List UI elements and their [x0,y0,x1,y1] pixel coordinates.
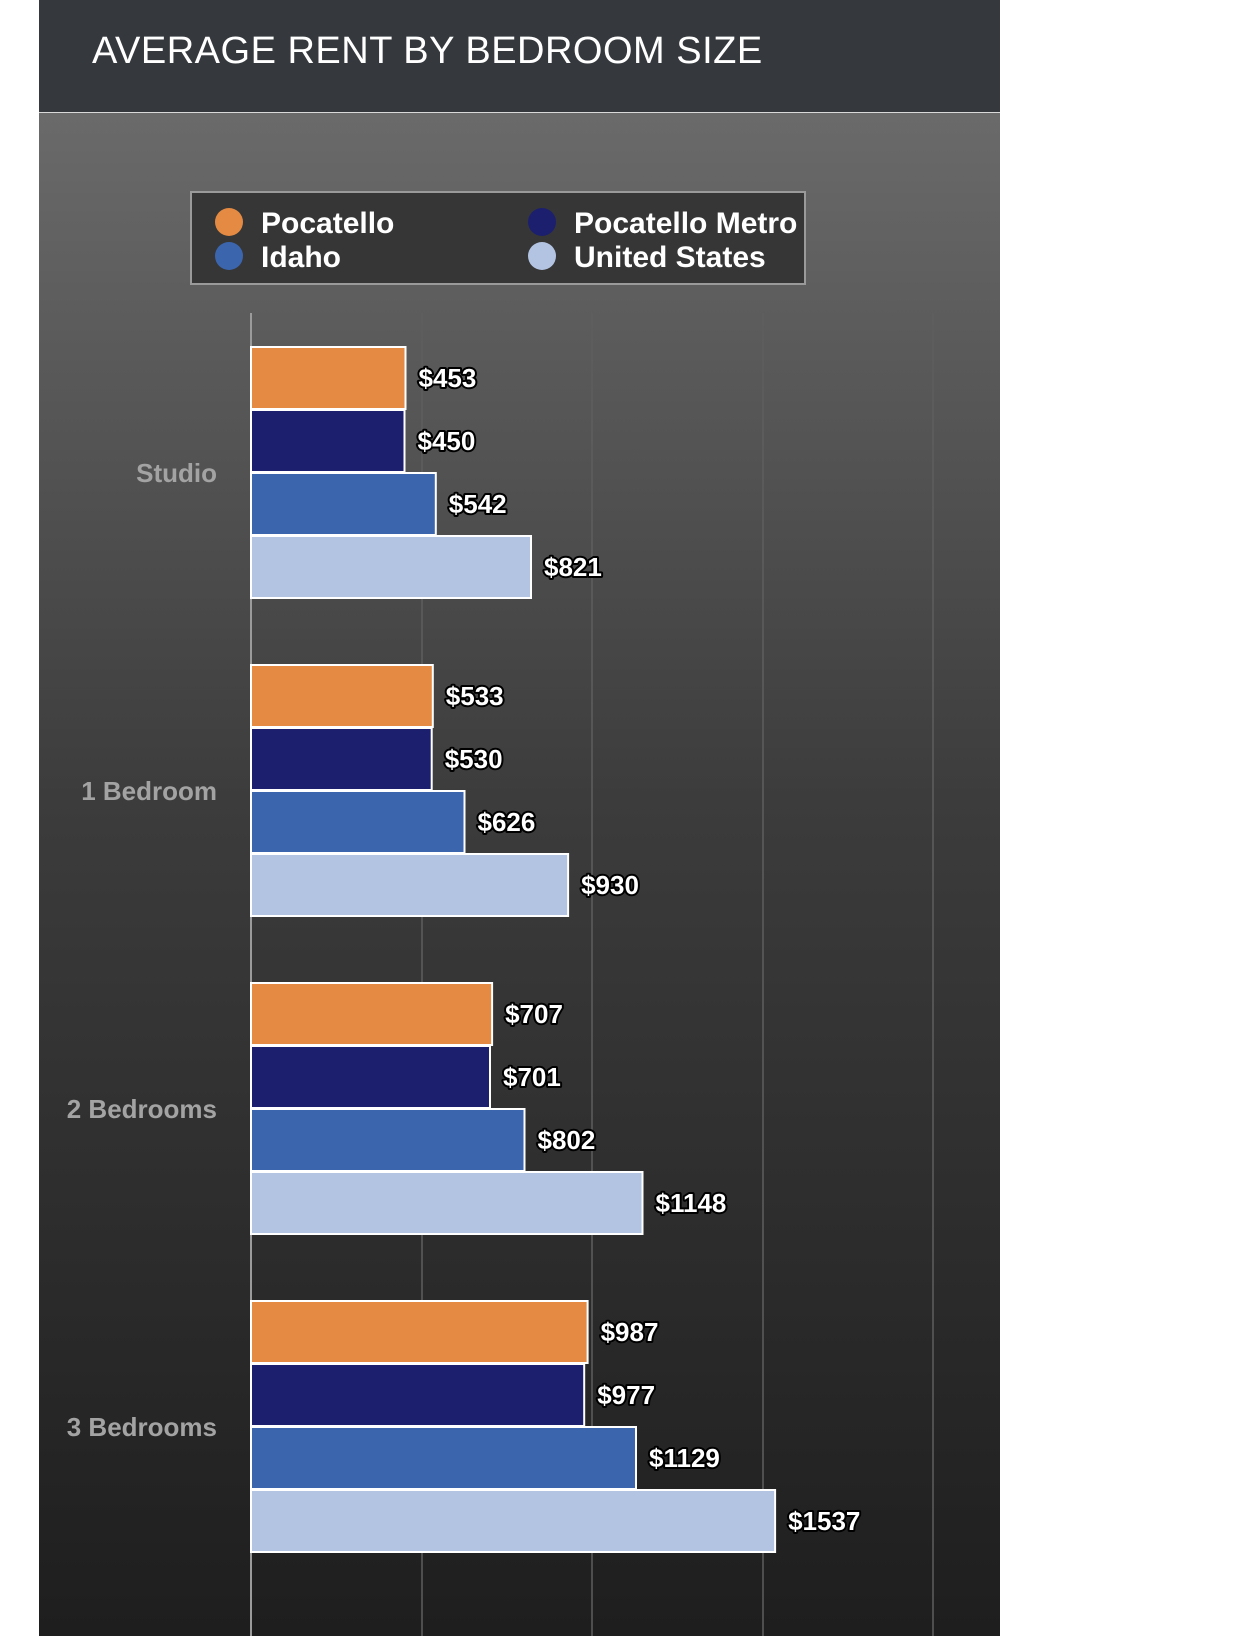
bar-2-bedrooms-united-states [250,1171,644,1235]
bar-1-bedroom-united-states [250,853,570,917]
category-labels: Studio 1 Bedroom 2 Bedrooms 3 Bedrooms [67,458,217,1442]
value-label-1-bedroom-pocatello-metro: $530 [445,744,503,774]
chart-card: AVERAGE RENT BY BEDROOM SIZE Pocatello Id… [39,0,1000,1636]
bar-series [250,346,777,1553]
legend-label-pocatello-metro: Pocatello Metro [574,207,797,240]
chart-title: AVERAGE RENT BY BEDROOM SIZE [92,30,763,72]
value-label-studio-pocatello: $453 [419,363,477,393]
legend-swatch-pocatello-metro [528,208,556,236]
value-labels: $453 $450 $542 $821 $533 $530 $626 $930 $707 $701… [416,361,863,1538]
value-label-3-bedrooms-pocatello-metro: $977 [597,1380,655,1410]
value-label-2-bedrooms-pocatello: $707 [505,999,563,1029]
bar-3-bedrooms-idaho [250,1426,637,1490]
value-label-1-bedroom-united-states: $930 [581,870,639,900]
legend-box [190,191,806,285]
value-label-studio-pocatello-metro: $450 [418,426,476,456]
value-label-2-bedrooms-pocatello-metro: $701 [503,1062,561,1092]
value-label-2-bedrooms-idaho: $802 [538,1125,596,1155]
value-label-3-bedrooms-idaho: $1129 [649,1443,720,1473]
chart-header: AVERAGE RENT BY BEDROOM SIZE [39,0,1000,113]
bar-1-bedroom-pocatello-metro [250,727,433,791]
value-label-1-bedroom-pocatello: $533 [446,681,504,711]
bar-2-bedrooms-pocatello-metro [250,1045,491,1109]
bar-2-bedrooms-idaho [250,1108,526,1172]
legend-swatch-pocatello [215,208,243,236]
bar-studio-pocatello-metro [250,409,406,473]
category-label-2-bedrooms: 2 Bedrooms [67,1094,217,1124]
legend-label-united-states: United States [574,241,766,274]
bar-studio-united-states [250,535,532,599]
bar-2-bedrooms-pocatello [250,982,494,1046]
value-label-studio-united-states: $821 [544,552,602,582]
bar-3-bedrooms-united-states [250,1489,777,1553]
value-label-2-bedrooms-united-states: $1148 [656,1188,727,1218]
category-label-3-bedrooms: 3 Bedrooms [67,1412,217,1442]
bar-3-bedrooms-pocatello [250,1300,589,1364]
legend-label-pocatello: Pocatello [261,207,394,240]
value-label-studio-idaho: $542 [449,489,507,519]
value-label-3-bedrooms-united-states: $1537 [788,1506,860,1536]
bar-1-bedroom-idaho [250,790,466,854]
category-label-1-bedroom: 1 Bedroom [81,776,217,806]
legend-swatch-idaho [215,242,243,270]
value-label-1-bedroom-idaho: $626 [478,807,536,837]
value-label-3-bedrooms-pocatello: $987 [601,1317,659,1347]
bar-3-bedrooms-pocatello-metro [250,1363,586,1427]
category-label-studio: Studio [136,458,217,488]
bar-studio-pocatello [250,346,407,410]
bar-studio-idaho [250,472,437,536]
legend-swatch-united-states [528,242,556,270]
legend-label-idaho: Idaho [261,241,341,274]
bar-1-bedroom-pocatello [250,664,434,728]
